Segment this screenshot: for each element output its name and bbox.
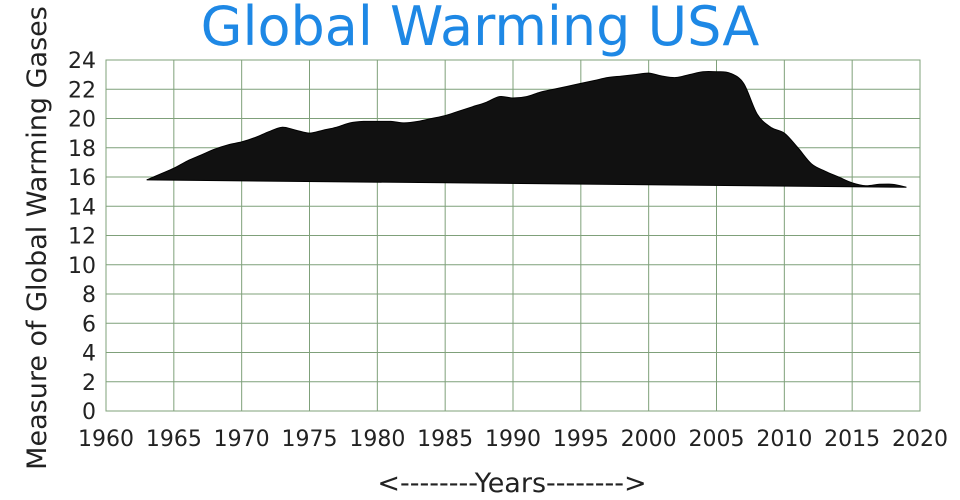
x-axis-label: <--------Years--------> [377,468,646,499]
x-tick-label: 2015 [824,427,880,452]
area-series [146,70,907,188]
x-tick-label: 1960 [78,427,134,452]
y-tick-label: 12 [68,225,96,250]
y-tick-label: 2 [82,371,96,396]
y-tick-label: 16 [68,166,96,191]
x-tick-label: 1995 [553,427,609,452]
x-tick-label: 2005 [689,427,745,452]
y-tick-label: 24 [68,49,96,74]
y-tick-label: 6 [82,312,96,337]
x-tick-label: 2000 [621,427,677,452]
y-tick-label: 10 [68,254,96,279]
y-axis-label: Measure of Global Warming Gases [22,6,53,470]
y-tick-label: 22 [68,78,96,103]
x-tick-label: 1970 [214,427,270,452]
x-axis-ticks: 1960 1965 1970 1975 1980 1985 1990 1995 2000 2005… [78,427,948,452]
y-tick-label: 14 [68,195,96,220]
y-tick-label: 20 [68,108,96,133]
x-tick-label: 2010 [756,427,812,452]
x-tick-label: 2020 [892,427,948,452]
y-tick-label: 0 [82,400,96,425]
x-tick-label: 1965 [146,427,202,452]
chart-title: Global Warming USA [201,0,760,58]
x-tick-label: 1990 [485,427,541,452]
x-tick-label: 1975 [282,427,338,452]
y-tick-label: 18 [68,137,96,162]
y-tick-label: 8 [82,283,96,308]
x-tick-label: 1980 [349,427,405,452]
plot-frame [105,59,921,412]
y-tick-label: 4 [82,342,96,367]
x-tick-label: 1985 [417,427,473,452]
